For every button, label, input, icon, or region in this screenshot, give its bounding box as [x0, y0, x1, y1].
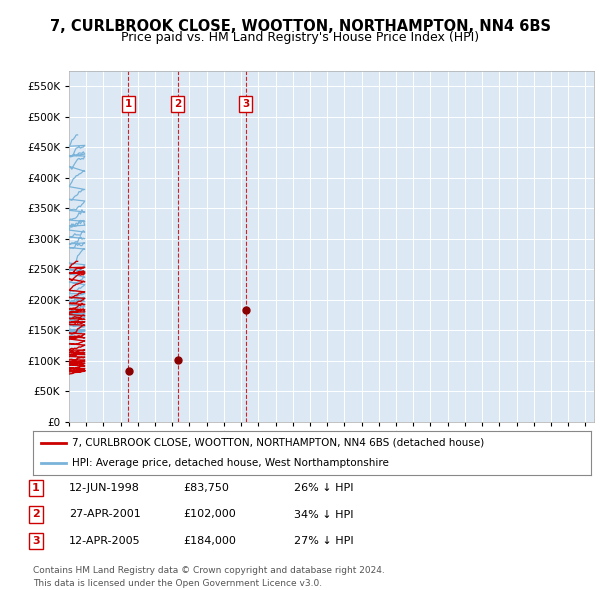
- Text: 7, CURLBROOK CLOSE, WOOTTON, NORTHAMPTON, NN4 6BS: 7, CURLBROOK CLOSE, WOOTTON, NORTHAMPTON…: [49, 19, 551, 34]
- Text: Contains HM Land Registry data © Crown copyright and database right 2024.: Contains HM Land Registry data © Crown c…: [33, 566, 385, 575]
- Text: 34% ↓ HPI: 34% ↓ HPI: [294, 510, 353, 519]
- Text: 26% ↓ HPI: 26% ↓ HPI: [294, 483, 353, 493]
- Text: 12-JUN-1998: 12-JUN-1998: [69, 483, 140, 493]
- Text: 7, CURLBROOK CLOSE, WOOTTON, NORTHAMPTON, NN4 6BS (detached house): 7, CURLBROOK CLOSE, WOOTTON, NORTHAMPTON…: [72, 438, 484, 448]
- Text: 27-APR-2001: 27-APR-2001: [69, 510, 141, 519]
- Text: 2: 2: [32, 510, 40, 519]
- Text: £184,000: £184,000: [183, 536, 236, 546]
- Text: 12-APR-2005: 12-APR-2005: [69, 536, 140, 546]
- Text: 3: 3: [242, 99, 250, 109]
- Text: £102,000: £102,000: [183, 510, 236, 519]
- Text: 27% ↓ HPI: 27% ↓ HPI: [294, 536, 353, 546]
- Text: HPI: Average price, detached house, West Northamptonshire: HPI: Average price, detached house, West…: [72, 458, 389, 468]
- Text: 1: 1: [32, 483, 40, 493]
- Text: 3: 3: [32, 536, 40, 546]
- Text: 2: 2: [174, 99, 181, 109]
- Text: Price paid vs. HM Land Registry's House Price Index (HPI): Price paid vs. HM Land Registry's House …: [121, 31, 479, 44]
- Text: This data is licensed under the Open Government Licence v3.0.: This data is licensed under the Open Gov…: [33, 579, 322, 588]
- Text: £83,750: £83,750: [183, 483, 229, 493]
- Text: 1: 1: [125, 99, 132, 109]
